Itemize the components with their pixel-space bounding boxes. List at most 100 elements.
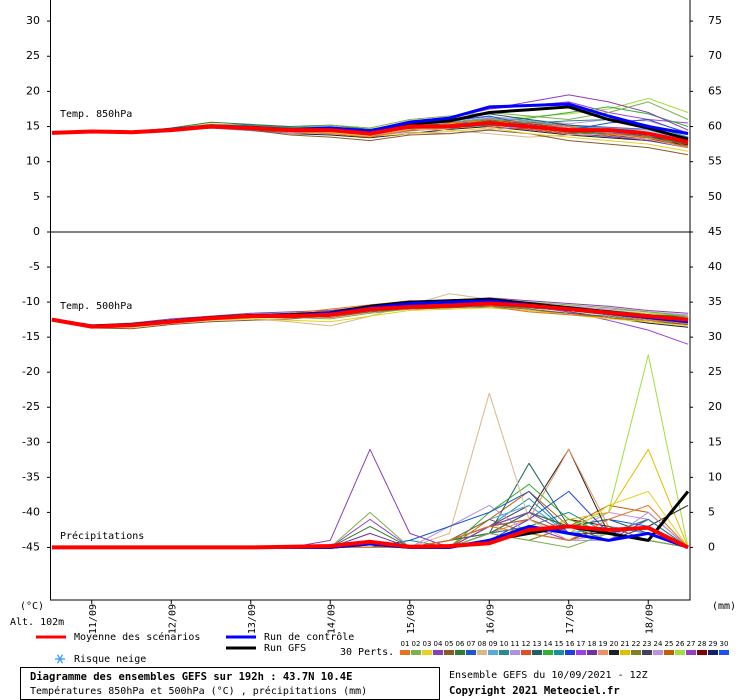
panel-label: Temp. 500hPa [60,301,132,312]
legend-swatch [433,650,443,655]
legend-label: 22 [632,640,641,648]
y2-tick-label: 65 [708,84,722,97]
legend-swatch [444,650,454,655]
y2-tick-label: 5 [708,505,715,518]
series-line [52,524,689,550]
y2-tick-label: 50 [708,190,722,203]
footer-run: Ensemble GEFS du 10/09/2021 - 12Z [449,670,648,681]
y2-tick-label: 60 [708,120,722,133]
legend-swatch [411,650,421,655]
x-tick-label: 11/09 [88,604,99,634]
legend-swatch [675,650,685,655]
legend-label: 01 [401,640,410,648]
legend-swatch [697,650,707,655]
x-tick-label: 18/09 [644,604,655,634]
x-tick-label: 14/09 [326,604,337,634]
footer-subtitle: Températures 850hPa et 500hPa (°C) , pré… [30,685,367,697]
y-tick-label: -10 [22,295,40,308]
legend-swatch [653,650,663,655]
legend-swatch [455,650,465,655]
y-tick-label: 5 [33,190,40,203]
y-tick-label: -45 [22,540,40,553]
series-line [52,448,689,548]
y-tick-label: -40 [22,505,40,518]
y-tick-label: 25 [26,49,40,62]
panel-label: Précipitations [60,530,144,542]
y-tick-label: 20 [26,84,40,97]
legend-label: 09 [489,640,498,648]
y2-tick-label: 30 [708,330,722,343]
y2-tick-label: 45 [708,225,722,238]
y2-tick-label: 40 [708,260,722,273]
legend-swatch [466,650,476,655]
snow-risk: Risque neige [74,654,146,665]
legend-label: Run de contrôle [264,631,354,643]
legend-swatch [499,650,509,655]
y-tick-label: -30 [22,435,40,448]
legend-label: 06 [456,640,465,648]
y2-tick-label: 35 [708,295,722,308]
series-line [52,448,689,548]
legend-label: 16 [566,640,575,648]
series-line [52,448,689,548]
legend-swatch [532,650,542,655]
legend-label: 03 [423,640,432,648]
y2-tick-label: 55 [708,155,722,168]
x-tick-label: 13/09 [247,604,258,634]
legend-swatch [565,650,575,655]
footer-title: Diagramme des ensembles GEFS sur 192h : … [30,671,352,683]
legend-label: 05 [445,640,454,648]
legend-label: 11 [511,640,520,648]
y-tick-label: -5 [29,260,40,273]
legend-swatch [488,650,498,655]
legend-label: 24 [654,640,663,648]
legend-swatch [422,650,432,655]
legend-swatch [686,650,696,655]
legend-label: Moyenne des scénarios [74,631,200,643]
legend-swatch [521,650,531,655]
legend-swatch [576,650,586,655]
y2-tick-label: 10 [708,470,722,483]
series-line [51,301,689,329]
legend-label: 23 [643,640,652,648]
y2-tick-label: 20 [708,400,722,413]
y2-tick-label: 75 [708,14,722,27]
legend-label: 19 [599,640,608,648]
y2-tick-label: 0 [708,540,715,553]
legend-label: Run GFS [264,643,306,654]
legend-label: 12 [522,640,531,648]
legend-label: 10 [500,640,509,648]
x-tick-label: 12/09 [167,604,178,634]
panel-label: Temp. 850hPa [60,109,132,120]
y-tick-label: -20 [22,365,40,378]
legend-label: 17 [577,640,586,648]
y-tick-label: 15 [26,120,40,133]
legend-label: 21 [621,640,630,648]
y-tick-label: 30 [26,14,40,27]
series-line [51,305,689,330]
legend-label: 26 [676,640,685,648]
series-line [52,354,689,548]
legend-label: 14 [544,640,553,648]
legend-label: 15 [555,640,564,648]
y2-tick-label: 70 [708,49,722,62]
series-line [51,121,689,144]
legend-label: 30 [720,640,729,648]
legend-label: 28 [698,640,707,648]
legend-swatch [609,650,619,655]
y-tick-label: -15 [22,330,40,343]
legend-label: 07 [467,640,476,648]
legend-label: 25 [665,640,674,648]
altitude: Alt. 102m [10,617,64,628]
legend-swatch [543,650,553,655]
legend-label: 08 [478,640,487,648]
legend-swatch [708,650,718,655]
legend-label: 02 [412,640,421,648]
plot-frame [50,0,691,601]
legend-swatch [554,650,564,655]
series-layer [51,94,690,550]
y-tick-label: -35 [22,470,40,483]
legend-label: 13 [533,640,542,648]
